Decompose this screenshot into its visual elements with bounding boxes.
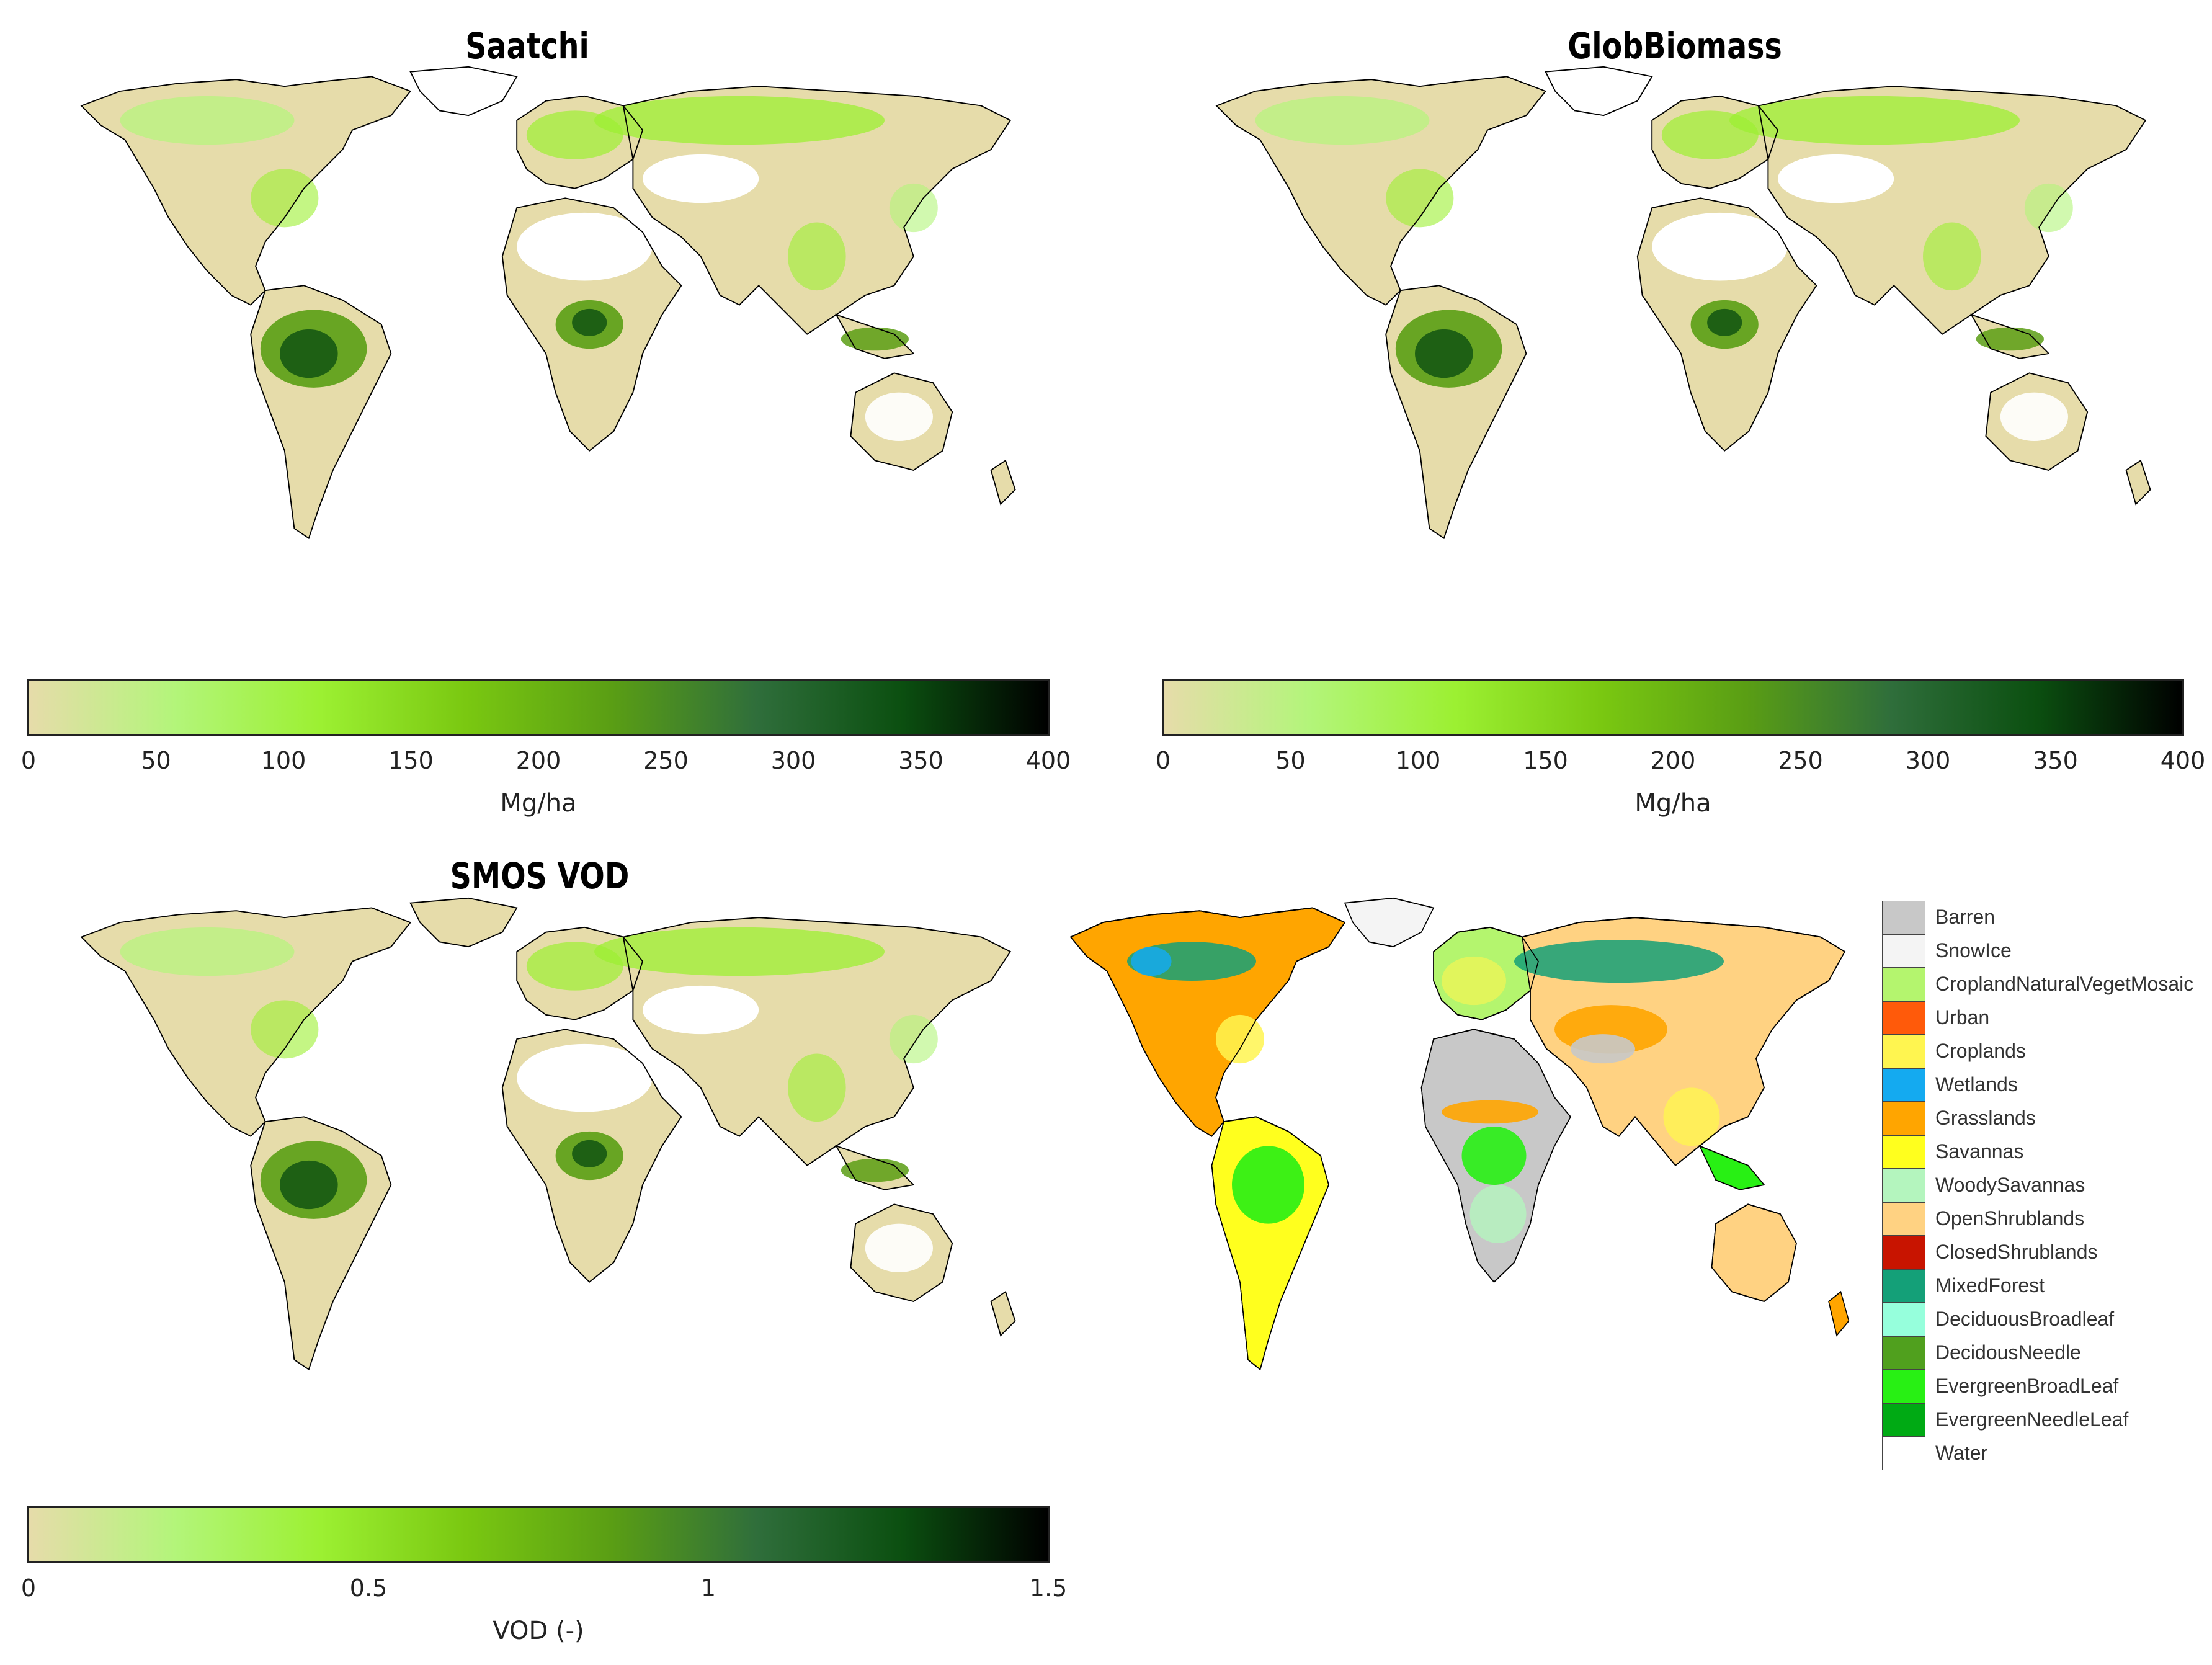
legend-swatch <box>1882 1001 1925 1035</box>
legend-item: WoodySavannas <box>1882 1169 2180 1202</box>
legend-swatch <box>1882 1135 1925 1169</box>
colorbar-tick-label: 400 <box>1025 747 1071 774</box>
colorbar-tick-label: 400 <box>2160 747 2206 774</box>
colorbar-tick-label: 0 <box>20 747 37 774</box>
legend-swatch <box>1882 1403 1925 1437</box>
legend-label: DeciduousBroadleaf <box>1935 1308 2115 1330</box>
legend-item: Wetlands <box>1882 1068 2180 1102</box>
legend-item: Grasslands <box>1882 1102 2180 1135</box>
colorbar-tick-label: 200 <box>515 747 561 774</box>
legend-swatch <box>1882 1336 1925 1370</box>
legend-label: MixedForest <box>1935 1274 2045 1297</box>
colorbar-unit-smos-vod: VOD (-) <box>493 1617 584 1645</box>
legend-item: Urban <box>1882 1001 2180 1035</box>
legend-swatch <box>1882 968 1925 1001</box>
legend-swatch <box>1882 901 1925 934</box>
legend-label: EvergreenBroadLeaf <box>1935 1375 2119 1397</box>
legend-item: Barren <box>1882 901 2180 934</box>
colorbar-tick-label: 50 <box>1275 747 1306 774</box>
map-title-globbiomass: GlobBiomass <box>1568 25 1782 67</box>
colorbar-tick-label: 0 <box>20 1574 37 1602</box>
legend-swatch <box>1882 1236 1925 1269</box>
legend-item: ClosedShrublands <box>1882 1236 2180 1269</box>
colorbar-saatchi <box>27 679 1050 736</box>
legend-item: OpenShrublands <box>1882 1202 2180 1236</box>
legend-swatch <box>1882 1068 1925 1102</box>
legend-swatch <box>1882 1437 1925 1470</box>
colorbar-tick-label: 100 <box>1395 747 1441 774</box>
colorbar-tick-label: 350 <box>898 747 943 774</box>
legend-item: DeciduousBroadleaf <box>1882 1303 2180 1336</box>
legend-label: WoodySavannas <box>1935 1174 2085 1196</box>
world-map-smos-vod <box>62 893 1030 1476</box>
colorbar-ticks-globbiomass: 0 50 100 150 200 250 300 350 400 <box>1156 747 2205 778</box>
colorbar-tick-label: 250 <box>643 747 689 774</box>
legend-swatch <box>1882 1370 1925 1403</box>
colorbar-tick-label: 300 <box>1905 747 1951 774</box>
legend-item: Water <box>1882 1437 2180 1470</box>
legend-item: MixedForest <box>1882 1269 2180 1303</box>
colorbar-tick-label: 0 <box>1155 747 1171 774</box>
legend-swatch <box>1882 1035 1925 1068</box>
colorbar-tick-label: 150 <box>1523 747 1568 774</box>
map-title-saatchi: Saatchi <box>465 25 589 67</box>
legend-label: Urban <box>1935 1006 1990 1029</box>
legend-item: CroplandNaturalVegetMosaic <box>1882 968 2193 1001</box>
legend-item: EvergreenBroadLeaf <box>1882 1370 2180 1403</box>
colorbar-tick-label: 250 <box>1778 747 1823 774</box>
world-map-land-cover <box>1055 893 1861 1476</box>
colorbar-tick-label: 1 <box>700 1574 716 1602</box>
legend-label: Croplands <box>1935 1040 2026 1062</box>
colorbar-tick-label: 1.5 <box>1029 1574 1068 1602</box>
colorbar-tick-label: 200 <box>1650 747 1696 774</box>
legend-label: ClosedShrublands <box>1935 1241 2098 1263</box>
legend-swatch <box>1882 1102 1925 1135</box>
colorbar-ticks-smos-vod: 0 0.5 1 1.5 <box>21 1574 1067 1605</box>
colorbar-tick-label: 300 <box>770 747 816 774</box>
legend-label: EvergreenNeedleLeaf <box>1935 1408 2129 1431</box>
colorbar-globbiomass <box>1162 679 2184 736</box>
legend-swatch <box>1882 934 1925 968</box>
colorbar-tick-label: 350 <box>2033 747 2078 774</box>
colorbar-tick-label: 150 <box>388 747 434 774</box>
legend-swatch <box>1882 1202 1925 1236</box>
colorbar-tick-label: 0.5 <box>349 1574 388 1602</box>
legend-item: Savannas <box>1882 1135 2180 1169</box>
colorbar-tick-label: 50 <box>141 747 171 774</box>
legend-swatch <box>1882 1269 1925 1303</box>
colorbar-ticks-saatchi: 0 50 100 150 200 250 300 350 400 <box>21 747 1071 778</box>
legend-label: Water <box>1935 1442 1988 1464</box>
legend-label: Barren <box>1935 906 1996 928</box>
legend-item: Croplands <box>1882 1035 2180 1068</box>
legend-item: DecidousNeedle <box>1882 1336 2180 1370</box>
colorbar-unit-globbiomass: Mg/ha <box>1634 789 1711 818</box>
legend-label: SnowIce <box>1935 939 2012 962</box>
legend-label: Wetlands <box>1935 1073 2018 1096</box>
colorbar-unit-saatchi: Mg/ha <box>500 789 577 818</box>
legend-swatch <box>1882 1303 1925 1336</box>
legend-item: SnowIce <box>1882 934 2180 968</box>
colorbar-tick-label: 100 <box>261 747 306 774</box>
world-map-saatchi <box>62 62 1030 645</box>
legend-label: DecidousNeedle <box>1935 1341 2081 1364</box>
legend-label: Grasslands <box>1935 1107 2036 1129</box>
legend-label: Savannas <box>1935 1140 2024 1163</box>
legend-swatch <box>1882 1169 1925 1202</box>
legend-label: OpenShrublands <box>1935 1207 2085 1230</box>
world-map-globbiomass <box>1197 62 2165 645</box>
map-title-smos-vod: SMOS VOD <box>450 855 630 897</box>
legend-item: EvergreenNeedleLeaf <box>1882 1403 2180 1437</box>
legend-label: CroplandNaturalVegetMosaic <box>1935 973 2194 995</box>
colorbar-smos-vod <box>27 1506 1050 1563</box>
